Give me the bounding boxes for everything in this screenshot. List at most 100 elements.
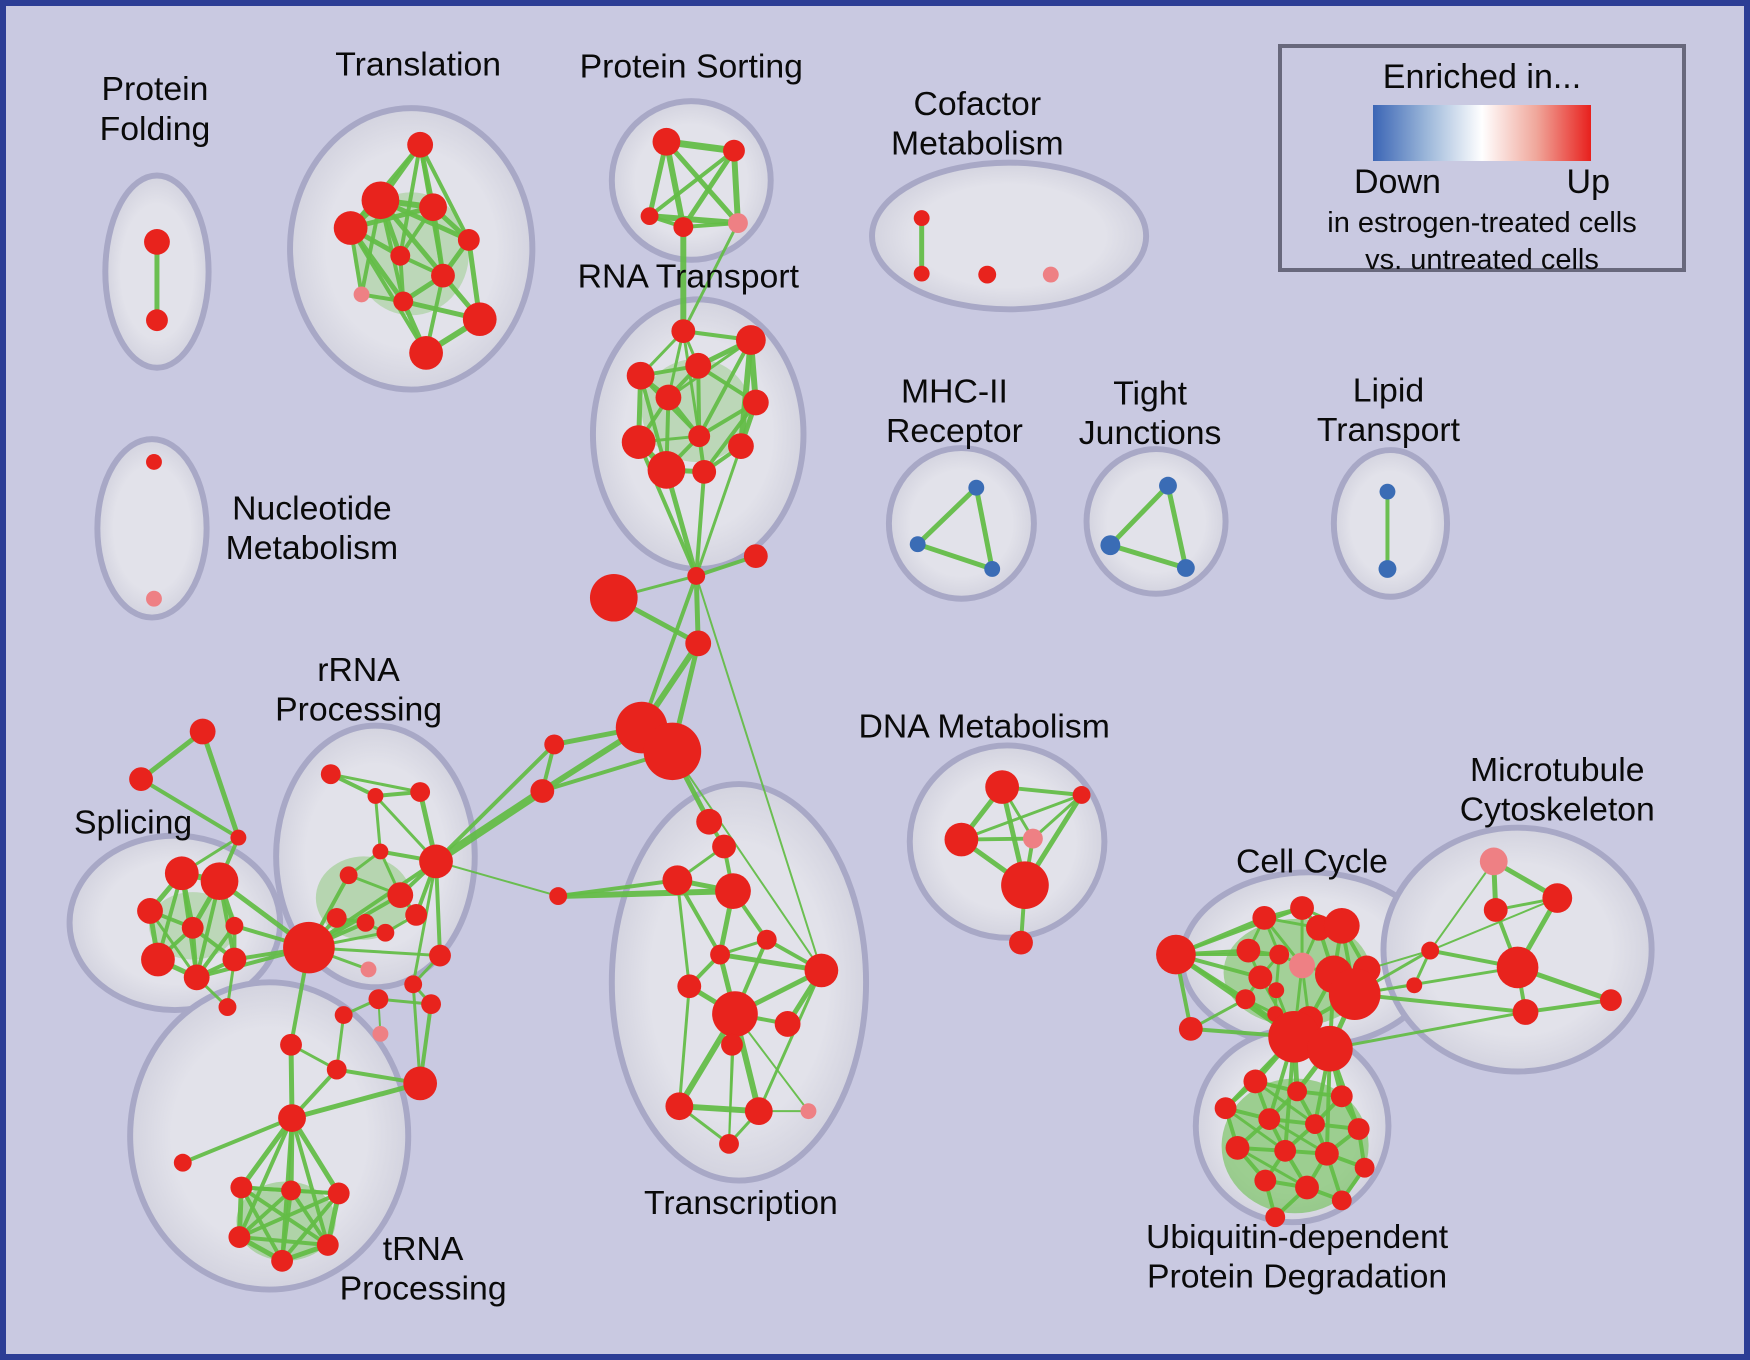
node-tx6 [710,944,731,965]
node-tx13 [665,1092,694,1121]
edge [290,1116,330,1247]
node-r2 [367,788,384,804]
node-b1 [968,479,985,496]
node-m6 [1512,999,1539,1025]
node-ccp [1289,952,1315,979]
cluster-ellipse-protein-sorting [608,98,774,263]
node-tx5 [549,887,568,905]
node-cf2 [913,265,930,282]
node-l2 [1378,560,1397,578]
legend-caption-line2: vs. untreated cells [1365,244,1599,276]
cluster-label-nucleotide-metabolism: Nucleotide [232,489,391,527]
cluster-label-rrna-processing: rRNA [317,651,400,689]
node-r8 [326,907,347,928]
node-u13 [1295,1175,1319,1200]
node-tn1 [230,1176,253,1199]
cluster-label-ubiquitin-degradation: Ubiquitin-dependent [1146,1218,1449,1256]
edge [138,729,206,782]
node-tn [278,1104,306,1132]
node-cc2 [1290,896,1314,920]
node-r10 [376,923,395,942]
node-tn5 [316,1234,339,1256]
node-u8 [1225,1135,1250,1160]
edge [677,984,691,1108]
node-ps1 [652,127,681,156]
edge [663,139,741,226]
node-u7 [1347,1118,1370,1140]
edge [680,148,737,230]
node-c2 [743,544,768,568]
node-rt11 [692,459,717,484]
node-u15 [1265,1207,1286,1228]
edge [398,142,423,258]
edge [1165,483,1189,571]
node-t11 [409,336,443,370]
edge [289,1080,423,1121]
node-t9 [393,291,414,312]
node-d2 [1072,786,1091,804]
node-tn4 [228,1226,251,1248]
node-r3 [410,782,431,802]
edge [237,1235,330,1247]
node-cch [1328,968,1381,1020]
node-u14 [1331,1190,1352,1211]
node-r7 [405,904,428,926]
node-c4 [685,630,712,657]
node-r17 [326,1059,347,1080]
edge [139,777,241,840]
node-rt4 [626,361,655,390]
edge [329,772,422,794]
cluster-ellipse-cofactor-metabolism [869,159,1150,313]
cluster-label-ubiquitin-degradation: Protein Degradation [1147,1258,1447,1296]
edge [180,1116,295,1165]
node-t4 [333,211,368,245]
legend-caption-line1: in estrogen-treated cells [1327,207,1637,239]
legend-gradient-bar [1373,105,1591,161]
node-u2 [1287,1081,1308,1102]
cluster-ellipse-mhc-ii-receptor [885,445,1037,602]
cluster-ellipse-tight-junctions [1083,446,1229,597]
legend-up-label: Up [1566,163,1610,201]
node-tx11 [774,1011,801,1037]
cluster-label-translation: Translation [335,45,501,83]
node-r14 [421,994,441,1015]
node-u9 [1274,1139,1297,1162]
edge [1107,542,1189,571]
node-rb [283,921,335,974]
cluster-label-dna-metabolism: DNA Metabolism [859,708,1110,746]
node-rt9 [728,433,754,459]
node-s7 [183,964,210,991]
cluster-label-protein-folding: Folding [100,110,211,148]
node-w1 [544,734,565,755]
node-g1 [189,718,216,745]
node-g3 [230,829,247,846]
node-rp2 [372,1025,389,1042]
edge [435,860,560,898]
cluster-label-splicing: Splicing [74,804,192,842]
edge [239,1185,285,1263]
edge [237,1191,341,1240]
edge [555,888,736,900]
legend-title: Enriched in... [1382,58,1582,96]
node-r11 [429,944,451,967]
edge [1031,793,1084,841]
cluster-label-mhc-ii-receptor: Receptor [886,412,1023,450]
node-r4 [372,843,389,860]
edge [237,1116,295,1240]
edge [1107,483,1171,548]
node-m7 [1599,989,1622,1012]
node-n2 [146,590,162,607]
edge [280,1191,341,1263]
node-s2 [200,862,239,901]
node-uh2 [1307,1025,1353,1072]
cluster-ellipse-lipid-transport [1330,447,1451,600]
node-cf3 [978,265,997,284]
node-d3 [944,822,979,857]
edge [973,485,995,572]
node-tx3 [662,865,693,896]
node-cc5 [1236,938,1261,963]
cluster-label-lipid-transport: Lipid [1353,372,1424,410]
edge [694,444,743,578]
edge [681,221,740,333]
